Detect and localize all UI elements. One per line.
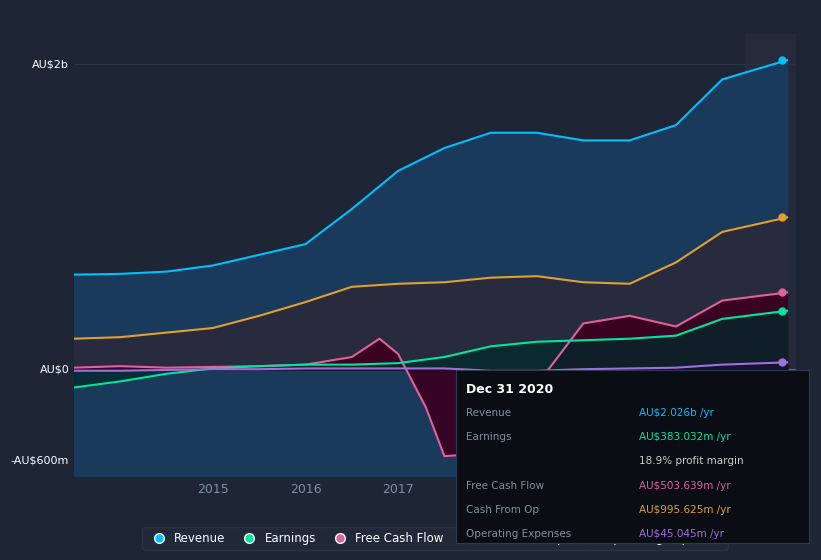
Text: AU$0: AU$0 [39,364,69,374]
Text: -AU$600m: -AU$600m [11,456,69,466]
Text: Earnings: Earnings [466,432,511,442]
Text: AU$503.639m /yr: AU$503.639m /yr [640,480,731,491]
Text: AU$2b: AU$2b [32,59,69,69]
Text: 18.9% profit margin: 18.9% profit margin [640,456,744,466]
Text: Operating Expenses: Operating Expenses [466,529,571,539]
Text: Dec 31 2020: Dec 31 2020 [466,384,553,396]
Text: AU$383.032m /yr: AU$383.032m /yr [640,432,731,442]
Text: AU$45.045m /yr: AU$45.045m /yr [640,529,724,539]
Text: Cash From Op: Cash From Op [466,505,539,515]
Legend: Revenue, Earnings, Free Cash Flow, Cash From Op, Operating Expenses: Revenue, Earnings, Free Cash Flow, Cash … [143,528,727,550]
Text: AU$995.625m /yr: AU$995.625m /yr [640,505,731,515]
Bar [745,34,796,476]
Text: Free Cash Flow: Free Cash Flow [466,480,544,491]
Text: Revenue: Revenue [466,408,511,418]
Text: AU$2.026b /yr: AU$2.026b /yr [640,408,714,418]
